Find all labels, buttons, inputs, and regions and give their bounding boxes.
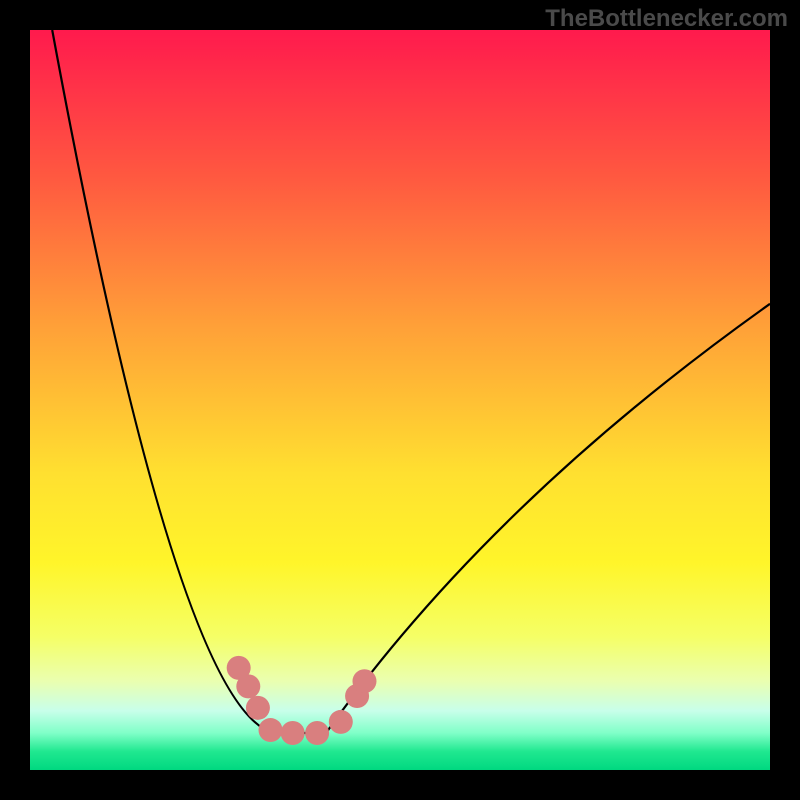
curve-marker [305, 721, 329, 745]
chart-svg [0, 0, 800, 800]
curve-marker [352, 669, 376, 693]
curve-marker [281, 721, 305, 745]
curve-marker [259, 718, 283, 742]
curve-marker [236, 674, 260, 698]
curve-marker [329, 710, 353, 734]
watermark-text: TheBottlenecker.com [545, 5, 788, 33]
chart-canvas: TheBottlenecker.com [0, 0, 800, 800]
curve-marker [246, 696, 270, 720]
